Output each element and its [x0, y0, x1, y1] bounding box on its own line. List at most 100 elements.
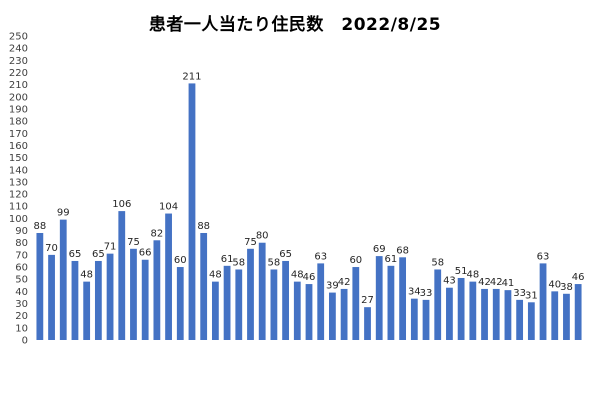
y-tick-label: 30 [15, 299, 28, 310]
data-label: 58 [232, 257, 245, 268]
y-tick-label: 180 [9, 117, 28, 128]
data-label: 75 [127, 237, 140, 248]
data-label: 48 [209, 270, 222, 281]
data-label: 40 [548, 279, 561, 290]
data-label: 34 [408, 287, 421, 298]
data-label: 88 [33, 221, 46, 232]
y-tick-label: 50 [15, 275, 28, 286]
bar [153, 240, 161, 340]
bar [118, 211, 126, 340]
y-tick-label: 150 [9, 153, 28, 164]
y-tick-label: 250 [9, 32, 28, 43]
bar [94, 260, 102, 340]
bar [329, 292, 336, 340]
data-label: 66 [139, 248, 152, 259]
data-label: 65 [69, 249, 82, 260]
y-tick-label: 160 [9, 141, 28, 152]
data-label: 41 [502, 278, 515, 289]
bar [59, 219, 67, 340]
y-tick-label: 240 [9, 44, 28, 55]
data-label: 58 [431, 257, 444, 268]
bar [446, 287, 453, 340]
data-label: 61 [221, 254, 234, 265]
y-tick-label: 20 [15, 311, 28, 322]
chart-title: 患者一人当たり住民数 2022/8/25 [148, 15, 442, 35]
data-label: 80 [256, 231, 269, 242]
data-label: 48 [291, 270, 304, 281]
value-labels: 8870996548657110675668210460211884861587… [33, 71, 584, 306]
data-label: 31 [525, 290, 538, 301]
bar [352, 267, 360, 340]
data-label: 46 [303, 272, 316, 283]
bar [83, 281, 91, 340]
bar [235, 269, 243, 340]
bar [293, 281, 301, 340]
data-label: 46 [572, 272, 585, 283]
bar [387, 265, 395, 340]
bar [176, 267, 184, 340]
bar [282, 260, 289, 340]
y-tick-label: 190 [9, 104, 28, 115]
bar [504, 290, 512, 340]
data-label: 63 [537, 251, 550, 262]
bar [340, 288, 348, 340]
bar [200, 232, 208, 340]
data-label: 82 [151, 228, 164, 239]
data-label: 42 [478, 277, 491, 288]
data-label: 51 [455, 266, 468, 277]
data-label: 211 [182, 71, 201, 82]
y-tick-label: 120 [9, 190, 28, 201]
bar [165, 213, 172, 340]
data-label: 68 [396, 245, 409, 256]
y-tick-label: 80 [15, 238, 28, 249]
bar [364, 307, 371, 340]
data-label: 71 [104, 242, 117, 253]
bar [399, 257, 407, 340]
bar [188, 83, 196, 341]
data-label: 60 [174, 255, 187, 266]
bar [305, 284, 313, 340]
data-label: 65 [279, 249, 292, 260]
bar [48, 254, 55, 340]
y-tick-label: 110 [9, 202, 28, 213]
bar [375, 256, 383, 340]
y-tick-label: 200 [9, 92, 28, 103]
data-label: 70 [45, 243, 58, 254]
data-label: 38 [560, 282, 573, 293]
bar [247, 248, 254, 340]
data-label: 69 [373, 244, 386, 255]
data-label: 60 [349, 255, 362, 266]
data-label: 33 [513, 288, 526, 299]
data-label: 42 [490, 277, 503, 288]
data-label: 65 [92, 249, 105, 260]
data-label: 33 [420, 288, 433, 299]
y-tick-label: 40 [15, 287, 28, 298]
data-label: 106 [112, 199, 131, 210]
y-tick-label: 90 [15, 226, 28, 237]
bar [527, 302, 535, 340]
y-tick-label: 100 [9, 214, 28, 225]
y-tick-label: 220 [9, 68, 28, 79]
bar [141, 259, 149, 340]
bar [539, 263, 547, 340]
bar [106, 253, 114, 340]
y-tick-label: 0 [22, 336, 28, 347]
bar [563, 293, 570, 340]
bar [258, 242, 266, 340]
data-label: 42 [338, 277, 351, 288]
bar [481, 288, 488, 340]
bar [410, 298, 418, 340]
y-tick-label: 130 [9, 177, 28, 188]
bar [574, 284, 582, 340]
bar [211, 281, 219, 340]
bar [270, 269, 278, 340]
bar [317, 263, 325, 340]
bar [36, 232, 44, 340]
y-tick-label: 70 [15, 250, 28, 261]
data-label: 88 [197, 221, 210, 232]
bar [457, 277, 465, 340]
data-label: 48 [80, 270, 93, 281]
data-label: 43 [443, 276, 456, 287]
